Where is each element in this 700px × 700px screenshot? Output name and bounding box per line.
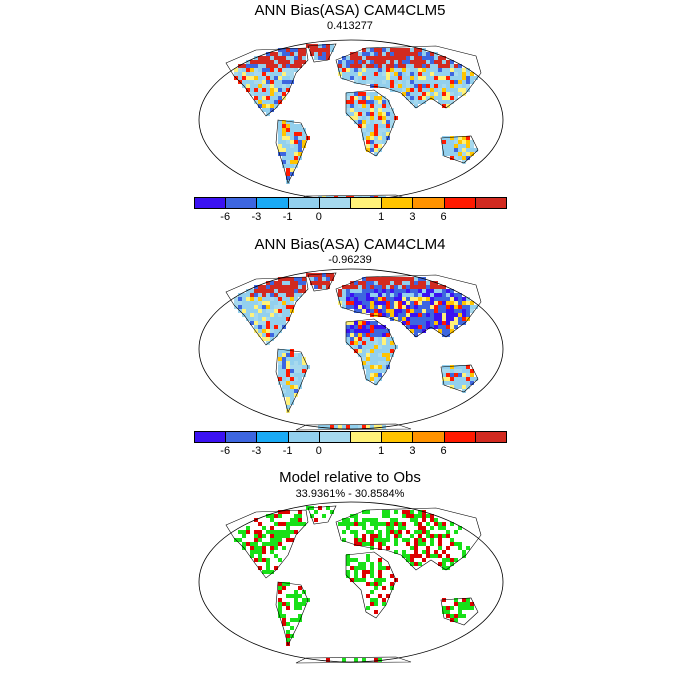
coastline [345, 551, 397, 619]
colorbar-swatch [381, 197, 414, 209]
colorbar-swatch [318, 197, 351, 209]
colorbar-swatch [318, 431, 351, 443]
colorbar-swatch [287, 431, 320, 443]
colorbar-swatch [412, 197, 445, 209]
colorbar-tick-label: 1 [378, 445, 385, 457]
coastline [440, 597, 479, 626]
colorbar-swatch [412, 431, 445, 443]
colorbar-swatch [474, 431, 507, 443]
coastline [335, 274, 482, 338]
colorbar-tick-label: 0 [315, 211, 322, 223]
colorbar-swatch [256, 197, 289, 209]
map-cells [234, 44, 478, 200]
colorbar-swatch [194, 197, 227, 209]
colorbar-tick-label: -6 [220, 211, 231, 223]
colorbar: -6 -3 -1 0 1 3 6 [194, 197, 507, 223]
coastline [295, 656, 412, 664]
coastline [307, 505, 337, 525]
panel-title: ANN Bias(ASA) CAM4CLM4 [254, 236, 446, 253]
colorbar-swatch [225, 431, 258, 443]
coastline [440, 135, 479, 164]
colorbar-tick-label: 3 [409, 445, 416, 457]
bias-map [198, 268, 504, 431]
colorbar-tick-label: 6 [440, 445, 447, 457]
colorbar-swatch [443, 197, 476, 209]
map-border [198, 268, 504, 430]
relative-map [198, 501, 504, 664]
colorbar-tick-label: 0 [315, 445, 322, 457]
bias-map [198, 39, 504, 202]
colorbar: -6 -3 -1 0 1 3 6 [194, 431, 507, 457]
colorbar-tick-label: -1 [282, 445, 293, 457]
colorbar-swatch [194, 431, 227, 443]
colorbar-swatch [381, 431, 414, 443]
coastline [307, 43, 337, 63]
map-cells [234, 273, 478, 429]
coastline [307, 272, 337, 292]
colorbar-tick-label: -1 [282, 211, 293, 223]
colorbar-tick-label: -3 [251, 445, 262, 457]
colorbar-swatch [350, 431, 383, 443]
panel-subtitle: 33.9361% - 30.8584% [295, 488, 405, 500]
coastline [275, 119, 309, 184]
colorbar-tick-label: 3 [409, 211, 416, 223]
map-cells [234, 506, 474, 662]
panel-title: ANN Bias(ASA) CAM4CLM5 [254, 2, 446, 19]
coastline [345, 89, 397, 157]
coastline [275, 581, 309, 646]
panel-subtitle: 0.413277 [327, 20, 373, 32]
coastline [440, 364, 479, 393]
coastline [295, 423, 412, 431]
coastline [225, 509, 309, 579]
panel-subtitle: -0.96239 [328, 254, 372, 266]
map-border [198, 501, 504, 663]
colorbar-swatch [256, 431, 289, 443]
coastline [335, 45, 482, 109]
colorbar-swatch [287, 197, 320, 209]
colorbar-tick-label: 6 [440, 211, 447, 223]
coastline [335, 507, 482, 571]
colorbar-tick-label: -3 [251, 211, 262, 223]
coastline [225, 47, 309, 117]
colorbar-swatch [350, 197, 383, 209]
colorbar-swatch [443, 431, 476, 443]
colorbar-tick-label: 1 [378, 211, 385, 223]
coastline [345, 318, 397, 386]
colorbar-swatch [225, 197, 258, 209]
colorbar-swatch [474, 197, 507, 209]
coastline [275, 348, 309, 413]
panel-title: Model relative to Obs [279, 469, 421, 486]
coastline [225, 276, 309, 346]
colorbar-tick-label: -6 [220, 445, 231, 457]
